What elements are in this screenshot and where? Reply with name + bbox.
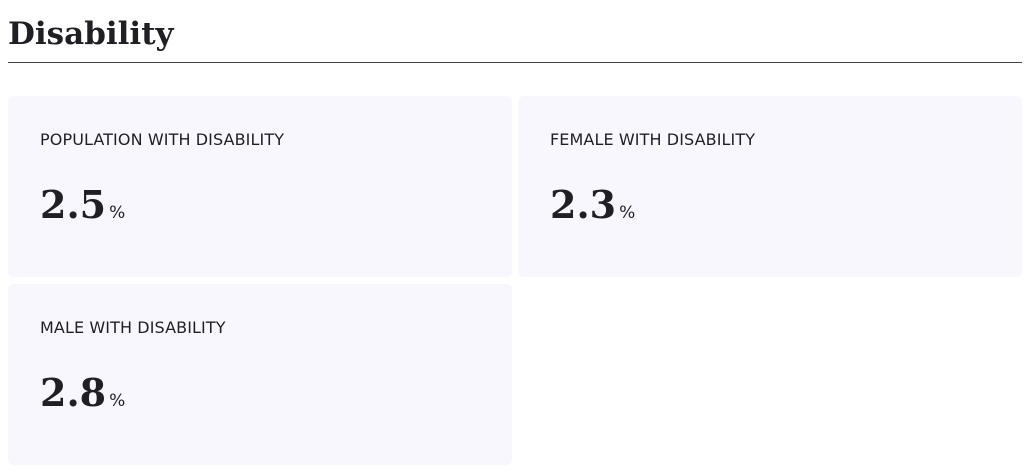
stat-number: 2.5 — [40, 182, 107, 227]
stat-value: 2.5% — [40, 182, 125, 227]
stat-value: 2.3% — [550, 182, 635, 227]
stat-unit: % — [619, 203, 636, 223]
stat-unit: % — [109, 203, 126, 223]
stat-card: MALE WITH DISABILITY 2.8% — [8, 284, 512, 465]
stat-unit: % — [109, 391, 126, 411]
stat-card: POPULATION WITH DISABILITY 2.5% — [8, 96, 512, 277]
divider — [8, 62, 1022, 63]
stat-label: MALE WITH DISABILITY — [40, 318, 226, 337]
stat-card: FEMALE WITH DISABILITY 2.3% — [518, 96, 1022, 277]
stat-value: 2.8% — [40, 370, 125, 415]
stat-label: FEMALE WITH DISABILITY — [550, 130, 756, 149]
section-title: Disability — [8, 16, 174, 52]
stat-number: 2.8 — [40, 370, 107, 415]
stat-label: POPULATION WITH DISABILITY — [40, 130, 285, 149]
stat-number: 2.3 — [550, 182, 617, 227]
